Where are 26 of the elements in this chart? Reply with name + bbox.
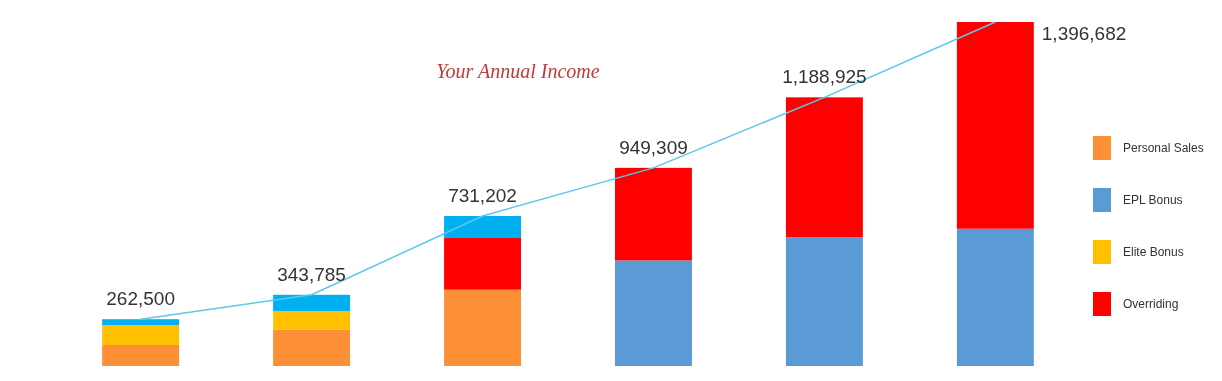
bar <box>273 329 351 366</box>
bar <box>956 22 1034 229</box>
bar <box>102 345 180 366</box>
bar <box>444 216 521 239</box>
bar <box>785 237 863 366</box>
bar <box>102 325 180 346</box>
annotation: 1,396,682 <box>1041 23 1127 44</box>
legend-label: EPL Bonus <box>1123 193 1183 207</box>
bar <box>785 97 863 238</box>
legend-label: Elite Bonus <box>1123 245 1184 259</box>
text: Your Annual Income <box>436 60 600 82</box>
bar <box>444 238 521 290</box>
annotation: 731,202 <box>448 185 517 207</box>
bar <box>444 289 521 366</box>
bar <box>102 319 180 326</box>
bar <box>273 310 351 330</box>
annotation: 343,785 <box>277 263 346 285</box>
annotation: 949,309 <box>619 136 688 158</box>
annotation: 1,188,925 <box>782 66 867 88</box>
bar <box>615 167 692 261</box>
bar <box>615 260 692 366</box>
bar <box>956 228 1034 366</box>
annotation: 262,500 <box>106 288 175 310</box>
legend-label: Overriding <box>1123 297 1179 311</box>
bar <box>273 294 351 311</box>
legend-label: Personal Sales <box>1123 141 1204 155</box>
